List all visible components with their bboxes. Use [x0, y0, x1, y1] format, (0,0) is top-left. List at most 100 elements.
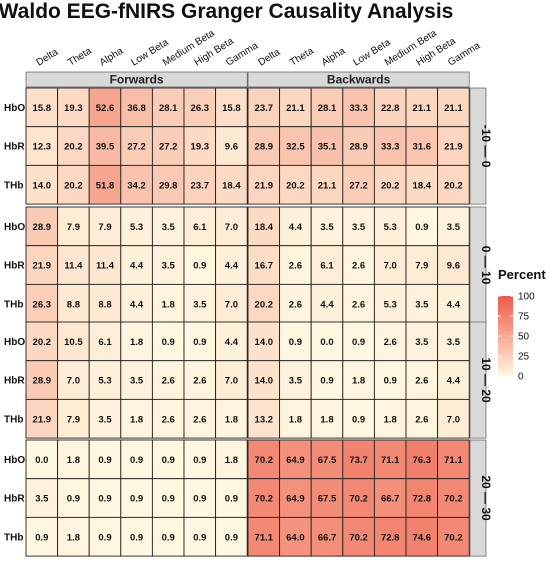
row-label: HbO [4, 455, 25, 466]
cell-value: 64.0 [286, 532, 305, 543]
heatmap-panels: HbO HbR THb 15.8 19.3 52.6 36.8 28.1 26.3 15.8 12.… [4, 87, 493, 557]
cell-value: 35.1 [318, 142, 337, 153]
column-label-forwards: Alpha [98, 45, 126, 68]
cell-value: 6.1 [320, 261, 334, 272]
heatmap-cell [437, 398, 470, 439]
heatmap-cell [57, 206, 90, 247]
cell-value: 20.2 [381, 180, 400, 191]
row-label: THb [4, 299, 23, 310]
cell-value: 67.5 [318, 494, 337, 505]
panel-row: HbO HbR THb 0.0 1.8 0.9 0.9 0.9 0.9 1.8 3.5 0.9 0.9 0… [4, 439, 493, 557]
heatmap-cell [310, 516, 344, 557]
row-label: HbR [4, 376, 25, 387]
cell-value: 34.2 [127, 180, 146, 191]
heatmap-cell [373, 321, 407, 362]
cell-value: 0.9 [320, 376, 333, 387]
heatmap-cell [310, 321, 344, 362]
cell-value: 6.1 [193, 222, 207, 233]
cell-value: 3.5 [35, 494, 49, 505]
cell-value: 3.5 [320, 222, 334, 233]
cell-value: 52.6 [96, 103, 115, 114]
cell-value: 0.9 [67, 494, 80, 505]
heatmap-cell [57, 164, 90, 205]
heatmap-cell [310, 164, 344, 205]
cell-value: 2.6 [415, 376, 428, 387]
cell-value: 0.9 [130, 455, 143, 466]
heatmap-cell [25, 283, 59, 324]
panel-row: HbO HbR THb 20.2 10.5 6.1 1.8 0.9 0.9 4.4 28.9 7.0 5… [4, 321, 493, 439]
heatmap-cell [151, 516, 185, 557]
heatmap-cell [183, 321, 217, 362]
column-label-backwards: Alpha [320, 45, 348, 68]
cell-value: 1.8 [352, 376, 365, 387]
heatmap-cell [25, 360, 59, 400]
cell-value: 21.9 [33, 261, 52, 272]
cell-value: 1.8 [384, 414, 397, 425]
row-label: HbR [4, 494, 25, 505]
cell-value: 2.6 [289, 261, 302, 272]
cell-value: 26.3 [191, 103, 210, 114]
heatmap-cell [88, 206, 122, 247]
cell-value: 1.8 [225, 455, 238, 466]
cell-value: 5.3 [384, 299, 397, 310]
heatmap-cell [437, 283, 470, 324]
cell-value: 20.2 [64, 180, 83, 191]
heatmap-cell [342, 126, 375, 166]
cell-value: 9.6 [447, 261, 460, 272]
cell-value: 14.0 [33, 180, 52, 191]
heatmap-cell [120, 87, 153, 128]
cell-value: 51.8 [96, 180, 115, 191]
heatmap-cell [183, 478, 217, 518]
cell-value: 33.3 [381, 142, 400, 153]
heatmap-cell [120, 321, 153, 362]
legend-tick-label: 75 [518, 312, 530, 323]
cell-value: 28.1 [159, 103, 178, 114]
cell-value: 27.2 [127, 142, 146, 153]
heatmap-cell [279, 164, 312, 205]
heatmap-cell [120, 478, 153, 518]
heatmap-cell [342, 398, 375, 439]
cell-value: 0.9 [98, 532, 111, 543]
heatmap-cell [373, 245, 407, 285]
cell-value: 7.9 [415, 261, 428, 272]
heatmap-cell [57, 439, 90, 480]
cell-value: 26.3 [33, 299, 52, 310]
cell-value: 2.6 [289, 299, 302, 310]
cell-value: 0.9 [225, 494, 238, 505]
cell-value: 21.9 [33, 414, 52, 425]
cell-value: 3.5 [352, 222, 366, 233]
cell-value: 20.2 [33, 337, 52, 348]
cell-value: 71.1 [255, 532, 274, 543]
heatmap-cell [279, 126, 312, 166]
cell-value: 0.9 [193, 455, 206, 466]
cell-value: 3.5 [162, 261, 176, 272]
heatmap-cell [215, 360, 248, 400]
heatmap-cell [310, 87, 344, 128]
heatmap-cell [183, 87, 217, 128]
heatmap-cell [215, 283, 248, 324]
heatmap-cell [373, 439, 407, 480]
heatmap-cell [437, 206, 470, 247]
cell-value: 72.8 [381, 532, 400, 543]
heatmap-cell [373, 206, 407, 247]
cell-value: 15.8 [222, 103, 241, 114]
cell-value: 11.4 [96, 261, 115, 272]
heatmap-cell [151, 283, 185, 324]
heatmap-cell [215, 516, 248, 557]
cell-value: 21.9 [444, 142, 463, 153]
cell-value: 2.6 [384, 337, 397, 348]
cell-value: 73.7 [349, 455, 368, 466]
heatmap-cell [405, 360, 439, 400]
heatmap-cell [120, 516, 153, 557]
heatmap-cell [215, 478, 248, 518]
heatmap-cell [88, 245, 122, 285]
lag-strip-label: -10 — 0 [479, 125, 493, 168]
cell-value: 70.2 [444, 532, 463, 543]
column-label-backwards: Theta [288, 45, 316, 68]
heatmap-cell [437, 516, 470, 557]
heatmap-cell [373, 360, 407, 400]
row-label: THb [4, 180, 23, 191]
cell-value: 7.9 [98, 222, 111, 233]
cell-value: 21.1 [286, 103, 305, 114]
